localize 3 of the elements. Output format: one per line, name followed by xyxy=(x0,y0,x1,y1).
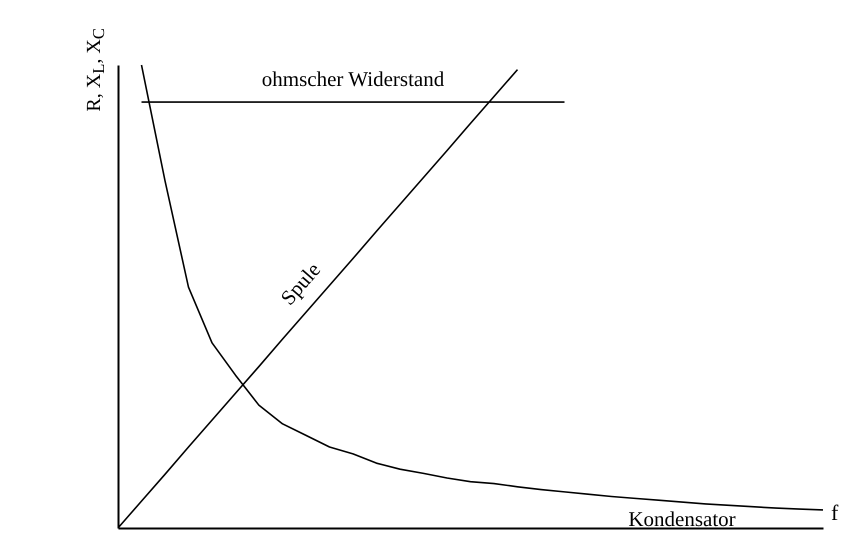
series-label: ohmscher Widerstand xyxy=(262,67,445,92)
series-label: Kondensator xyxy=(628,507,736,532)
x-axis-title: f xyxy=(831,500,838,525)
